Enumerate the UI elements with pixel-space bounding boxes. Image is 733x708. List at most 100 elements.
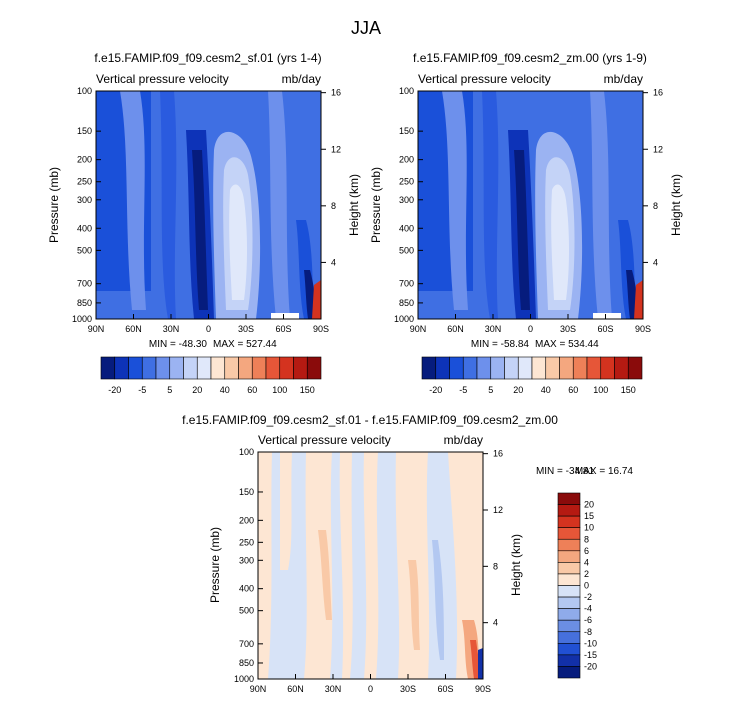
latitude-tick-label: 60S bbox=[275, 324, 291, 334]
colorbar-swatch bbox=[169, 356, 184, 380]
colorbar-swatch bbox=[421, 356, 437, 380]
colorbar-swatch bbox=[557, 619, 581, 633]
variable-label: Vertical pressure velocity bbox=[258, 433, 391, 447]
latitude-tick-label: 30S bbox=[238, 324, 254, 334]
height-axis: 16 12 8 4 bbox=[643, 88, 663, 267]
colorbar-swatch bbox=[557, 608, 581, 621]
colorbar-level-label: -20 bbox=[429, 385, 442, 395]
colorbar-swatch bbox=[572, 356, 588, 380]
latitude-tick-label: 30N bbox=[325, 684, 342, 694]
colorbar-swatch bbox=[545, 356, 560, 380]
colorbar-swatch bbox=[557, 666, 581, 679]
latitude-tick-label: 0 bbox=[528, 324, 533, 334]
pressure-tick-label: 100 bbox=[239, 447, 254, 457]
colorbar-level-label: -6 bbox=[584, 615, 592, 625]
pressure-axis: 100 150 200 250 300 400 500 700 850 1000 bbox=[234, 447, 263, 684]
pressure-tick-label: 250 bbox=[399, 177, 414, 187]
colorbar-swatch bbox=[251, 356, 267, 380]
latitude-tick-label: 90N bbox=[410, 324, 427, 334]
pressure-axis: 100 150 200 250 300 400 500 700 850 1000 bbox=[72, 86, 101, 324]
y-axis-label-right: Height (km) bbox=[347, 174, 361, 236]
pressure-tick-label: 200 bbox=[239, 515, 254, 525]
latitude-tick-label: 30S bbox=[560, 324, 576, 334]
height-tick-label: 8 bbox=[331, 201, 336, 211]
units-label: mb/day bbox=[444, 433, 483, 447]
colorbar-swatch bbox=[293, 356, 308, 380]
height-tick-label: 12 bbox=[331, 144, 341, 154]
colorbar-level-label: 40 bbox=[541, 385, 551, 395]
latitude-tick-label: 60N bbox=[447, 324, 464, 334]
pressure-tick-label: 300 bbox=[399, 195, 414, 205]
y-axis-label: Pressure (mb) bbox=[208, 527, 222, 603]
colorbar-level-label: 150 bbox=[621, 385, 636, 395]
colorbar: -20 -5 5 20 40 60 100 150 bbox=[421, 356, 643, 395]
colorbar-swatch bbox=[210, 356, 226, 380]
colorbar-swatch bbox=[531, 356, 547, 380]
colorbar-swatch bbox=[449, 356, 464, 380]
colorbar-swatch bbox=[504, 356, 519, 380]
min-label: MIN = -34.81 bbox=[536, 466, 595, 477]
colorbar-swatch bbox=[557, 515, 581, 528]
height-tick-label: 12 bbox=[653, 144, 663, 154]
latitude-tick-label: 60S bbox=[437, 684, 453, 694]
colorbar-level-label: -15 bbox=[584, 650, 597, 660]
colorbar-swatch bbox=[114, 356, 129, 380]
min-label: MIN = -58.84 bbox=[471, 339, 530, 350]
colorbar-level-label: 100 bbox=[272, 385, 287, 395]
colorbar-level-label: -5 bbox=[138, 385, 146, 395]
pressure-tick-label: 200 bbox=[77, 155, 92, 165]
height-tick-label: 8 bbox=[653, 201, 658, 211]
colorbar-level-label: -8 bbox=[584, 627, 592, 637]
pressure-tick-label: 300 bbox=[77, 195, 92, 205]
y-axis-label: Pressure (mb) bbox=[47, 167, 61, 243]
colorbar-swatch bbox=[614, 356, 629, 380]
latitude-tick-label: 60N bbox=[125, 324, 142, 334]
colorbar-level-label: 150 bbox=[300, 385, 315, 395]
colorbar-swatch bbox=[557, 643, 581, 656]
pressure-tick-label: 1000 bbox=[394, 314, 414, 324]
colorbar-swatch bbox=[238, 356, 253, 380]
latitude-tick-label: 30N bbox=[163, 324, 180, 334]
colorbar-level-label: 60 bbox=[568, 385, 578, 395]
pressure-tick-label: 100 bbox=[399, 86, 414, 96]
colorbar-swatch bbox=[517, 356, 533, 380]
contour-field bbox=[418, 91, 643, 319]
colorbar-swatch bbox=[557, 538, 581, 552]
colorbar-level-label: 20 bbox=[513, 385, 523, 395]
max-label: MAX = 16.74 bbox=[575, 466, 634, 477]
variable-label: Vertical pressure velocity bbox=[96, 72, 229, 86]
colorbar-level-label: 5 bbox=[167, 385, 172, 395]
pressure-tick-label: 250 bbox=[239, 537, 254, 547]
panel-title: f.e15.FAMIP.f09_f09.cesm2_sf.01 - f.e15.… bbox=[182, 413, 558, 427]
colorbar-level-label: 60 bbox=[247, 385, 257, 395]
y-axis-label-right: Height (km) bbox=[669, 174, 683, 236]
colorbar-swatch bbox=[557, 596, 581, 609]
pressure-tick-label: 1000 bbox=[234, 674, 254, 684]
colorbar-swatch bbox=[557, 527, 581, 540]
colorbar-level-label: 20 bbox=[192, 385, 202, 395]
pressure-tick-label: 500 bbox=[239, 606, 254, 616]
pressure-tick-label: 100 bbox=[77, 86, 92, 96]
colorbar-swatch bbox=[183, 356, 198, 380]
latitude-tick-label: 90S bbox=[635, 324, 651, 334]
colorbar-swatch bbox=[557, 585, 581, 598]
pressure-tick-label: 850 bbox=[399, 298, 414, 308]
colorbar-swatch bbox=[279, 356, 294, 380]
colorbar-swatch bbox=[306, 356, 322, 380]
colorbar-level-label: -2 bbox=[584, 592, 592, 602]
latitude-tick-label: 30N bbox=[485, 324, 502, 334]
colorbar-level-label: 2 bbox=[584, 569, 589, 579]
pressure-tick-label: 850 bbox=[77, 298, 92, 308]
height-tick-label: 4 bbox=[493, 618, 498, 628]
latitude-tick-label: 90S bbox=[313, 324, 329, 334]
pressure-tick-label: 150 bbox=[399, 126, 414, 136]
colorbar-level-label: 0 bbox=[584, 581, 589, 591]
units-label: mb/day bbox=[604, 72, 643, 86]
latitude-tick-label: 30S bbox=[400, 684, 416, 694]
colorbar-swatch bbox=[100, 356, 116, 380]
pressure-tick-label: 500 bbox=[399, 245, 414, 255]
latitude-axis: 90N 60N 30N 0 30S 60S 90S bbox=[250, 674, 491, 694]
colorbar-swatch bbox=[224, 356, 239, 380]
colorbar-swatch bbox=[557, 562, 581, 575]
